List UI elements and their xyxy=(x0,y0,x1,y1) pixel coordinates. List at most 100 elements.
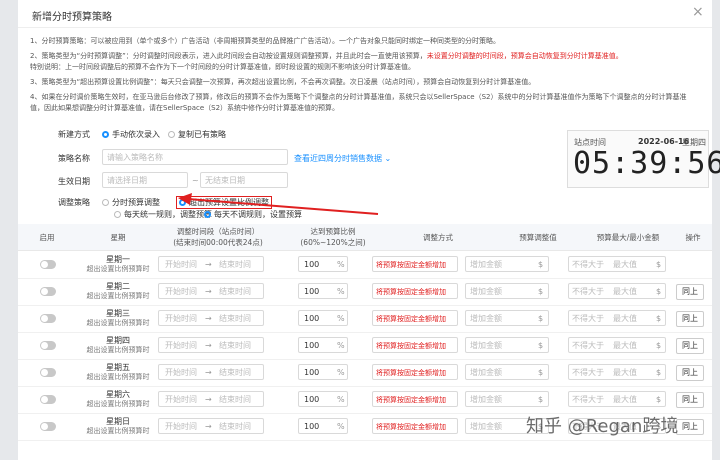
date-end[interactable]: 无结束日期 xyxy=(200,172,288,188)
dialog-title: 新增分时预算策略 xyxy=(32,12,112,23)
amount-input[interactable]: 增加金额 $ xyxy=(465,364,549,380)
currency: $ xyxy=(656,287,662,296)
time-range[interactable]: 开始时间 → 结束时间 xyxy=(158,310,264,326)
max-input[interactable]: 不得大于 最大值 $ xyxy=(568,283,666,299)
max-input[interactable]: 不得大于 最大值 $ xyxy=(568,337,666,353)
time-range[interactable]: 开始时间 → 结束时间 xyxy=(158,364,264,380)
radio[interactable]: 每天统一规则，调整预算 xyxy=(114,209,212,220)
max-input[interactable]: 不得大于 最大值 $ xyxy=(568,418,666,434)
time-arrow: → xyxy=(205,260,212,269)
time-end: 结束时间 xyxy=(219,422,251,431)
max-input[interactable]: 不得大于 最大值 $ xyxy=(568,256,666,272)
currency: $ xyxy=(656,368,662,377)
toggle[interactable] xyxy=(40,368,56,377)
annotation xyxy=(178,193,379,215)
copy-button[interactable]: 同上 xyxy=(676,365,704,381)
max-label: 不得大于 xyxy=(572,287,604,296)
date-start[interactable]: 请选择日期 xyxy=(102,172,188,188)
ratio-input[interactable]: 100% xyxy=(298,418,348,434)
time-end: 结束时间 xyxy=(219,260,251,269)
method-select[interactable]: 将预算按固定金额增加 xyxy=(372,391,458,407)
method-select[interactable]: 将预算按固定金额增加 xyxy=(372,364,458,380)
amount-input[interactable]: 增加金额 $ xyxy=(465,283,549,299)
amount-input[interactable]: 增加金额 $ xyxy=(465,310,549,326)
watermark: 知乎 @Regan跨境 xyxy=(526,416,679,437)
time-end: 结束时间 xyxy=(219,314,251,323)
amount-input[interactable]: 增加金额 $ xyxy=(465,391,549,407)
toggle[interactable] xyxy=(40,341,56,350)
amount-input[interactable]: 增加金额 $ xyxy=(465,337,549,353)
clock-time: 05:39:56 xyxy=(573,146,720,181)
toggle[interactable] xyxy=(40,422,56,431)
ratio-input[interactable]: 100% xyxy=(298,391,348,407)
ratio-unit: % xyxy=(337,287,345,296)
time-range[interactable]: 开始时间 → 结束时间 xyxy=(158,391,264,407)
copy-button[interactable]: 同上 xyxy=(676,338,704,354)
link[interactable]: 查看近四周分时销售数据 ⌄ xyxy=(294,154,392,163)
column-header: 启用 xyxy=(39,233,55,242)
time-arrow: → xyxy=(205,314,212,323)
radio[interactable]: 复制已有策略 xyxy=(168,129,226,140)
currency: $ xyxy=(656,341,662,350)
method-text: 将预算按固定金额增加 xyxy=(376,342,446,350)
ratio-unit: % xyxy=(337,260,345,269)
time-arrow: → xyxy=(205,341,212,350)
copy-button[interactable]: 同上 xyxy=(676,392,704,408)
label: 策略名称 xyxy=(58,154,90,163)
table-body: 星期一 超出设置比例预算时 开始时间 → 结束时间 100% 将预算按固定金额增加 增加金额 $… xyxy=(18,251,712,460)
ratio-input[interactable]: 100% xyxy=(298,283,348,299)
method-select[interactable]: 将预算按固定金额增加 xyxy=(372,283,458,299)
amount-input[interactable]: 增加金额 $ xyxy=(465,256,549,272)
copy-button[interactable]: 同上 xyxy=(676,419,704,435)
toggle[interactable] xyxy=(40,260,56,269)
method-select[interactable]: 将预算按固定金额增加 xyxy=(372,418,458,434)
ratio-unit: % xyxy=(337,314,345,323)
ratio-unit: % xyxy=(337,341,345,350)
copy-button[interactable]: 同上 xyxy=(676,284,704,300)
link-text: 查看近四周分时销售数据 xyxy=(294,154,382,163)
name-input[interactable]: 请输入策略名称 xyxy=(102,149,288,165)
radio[interactable]: 手动依次录入 xyxy=(102,129,160,140)
note-text: 4、如果在分时调价策略生效时，在亚马逊后台修改了预算，修改后的预算不会作为策略下… xyxy=(30,93,687,112)
time-range[interactable]: 开始时间 → 结束时间 xyxy=(158,337,264,353)
method-select[interactable]: 将预算按固定金额增加 xyxy=(372,256,458,272)
column-header: 调整时间段（站点时间） xyxy=(176,227,260,236)
time-arrow: → xyxy=(205,287,212,296)
amount-input[interactable]: 增加金额 $ xyxy=(465,418,549,434)
ratio-input[interactable]: 100% xyxy=(298,364,348,380)
toggle[interactable] xyxy=(40,395,56,404)
ratio-input[interactable]: 100% xyxy=(298,337,348,353)
time-range[interactable]: 开始时间 → 结束时间 xyxy=(158,418,264,434)
max-input[interactable]: 不得大于 最大值 $ xyxy=(568,364,666,380)
close-button[interactable]: × xyxy=(692,4,704,20)
ratio-input[interactable]: 100% xyxy=(298,256,348,272)
max-placeholder: 最大值 xyxy=(613,287,637,296)
ratio-unit: % xyxy=(337,368,345,377)
max-placeholder: 最大值 xyxy=(613,422,637,431)
toggle[interactable] xyxy=(40,314,56,323)
radio-label: 分时预算调整 xyxy=(112,198,160,207)
max-input[interactable]: 不得大于 最大值 $ xyxy=(568,391,666,407)
ratio-value: 100 xyxy=(304,422,320,431)
currency: $ xyxy=(538,368,544,377)
day-desc: 超出设置比例预算时 xyxy=(86,400,150,408)
toggle[interactable] xyxy=(40,287,56,296)
currency: $ xyxy=(656,395,662,404)
copy-button[interactable]: 同上 xyxy=(676,311,704,327)
max-label: 不得大于 xyxy=(572,260,604,269)
radio[interactable]: 分时预算调整 xyxy=(102,197,160,208)
day: 星期三 xyxy=(106,309,130,318)
method-text: 将预算按固定金额增加 xyxy=(376,369,446,377)
method-select[interactable]: 将预算按固定金额增加 xyxy=(372,337,458,353)
time-range[interactable]: 开始时间 → 结束时间 xyxy=(158,283,264,299)
ratio-input[interactable]: 100% xyxy=(298,310,348,326)
ratio-value: 100 xyxy=(304,260,320,269)
currency: $ xyxy=(656,422,662,431)
radio[interactable]: 每天不调规则，设置预算 xyxy=(204,209,302,220)
method-select[interactable]: 将预算按固定金额增加 xyxy=(372,310,458,326)
note-text: 2、策略类型为“分时预算调整”：分时调整时间段表示，进入此时间段会自动按设置规则… xyxy=(30,52,427,60)
time-range[interactable]: 开始时间 → 结束时间 xyxy=(158,256,264,272)
max-input[interactable]: 不得大于 最大值 $ xyxy=(568,310,666,326)
currency: $ xyxy=(538,260,544,269)
ratio-unit: % xyxy=(337,422,345,431)
